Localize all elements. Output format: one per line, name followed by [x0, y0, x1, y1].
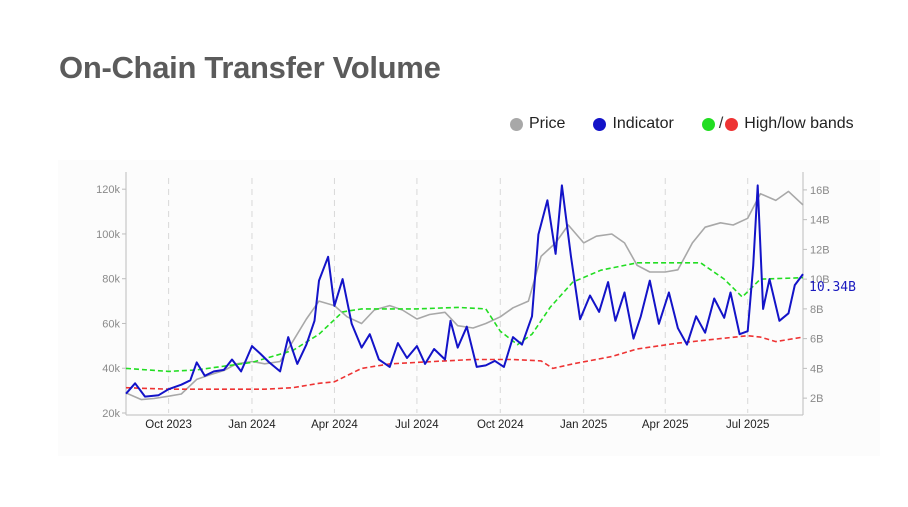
indicator-swatch-icon: [593, 117, 607, 131]
right-tick-label: 10B: [810, 274, 830, 286]
x-tick-label: Apr 2024: [311, 419, 358, 431]
low-band-series-line: [125, 334, 804, 390]
chart-panel: Oct 2023 Jan 2024 Apr 2024 Jul 2024 Oct 2024…: [58, 160, 880, 456]
x-tick-label: Apr 2025: [642, 419, 689, 431]
left-tick-label: 100k: [96, 229, 120, 241]
legend-separator: /: [718, 115, 724, 132]
indicator-series-line: [125, 184, 804, 398]
price-swatch-icon: [510, 117, 523, 131]
high-band-swatch-icon: [701, 117, 715, 131]
legend-label-bands: High/low bands: [744, 115, 854, 132]
x-tick-label: Jul 2024: [395, 419, 439, 431]
high-band-series-line: [125, 262, 804, 373]
left-tick-label: 80k: [102, 274, 120, 286]
legend-item-indicator[interactable]: Indicator: [593, 115, 674, 133]
chart-legend: Price Indicator / High/low bands: [510, 115, 854, 133]
right-tick-label: 14B: [810, 215, 830, 227]
x-tick-label: Jan 2024: [228, 419, 276, 431]
left-tick-label: 40k: [102, 363, 120, 375]
right-tick-label: 4B: [810, 363, 823, 375]
legend-label-price: Price: [529, 115, 566, 132]
left-tick-label: 120k: [96, 184, 120, 196]
left-tick-label: 20k: [102, 408, 120, 420]
low-band-swatch-icon: [725, 117, 739, 131]
legend-item-bands[interactable]: / High/low bands: [701, 115, 854, 133]
right-tick-label: 2B: [810, 393, 823, 405]
right-tick-label: 8B: [810, 304, 823, 316]
price-series-line: [125, 190, 804, 401]
right-tick-label: 6B: [810, 334, 823, 346]
x-tick-label: Oct 2024: [477, 419, 524, 431]
right-tick-label: 16B: [810, 185, 830, 197]
legend-label-indicator: Indicator: [612, 115, 674, 132]
x-tick-label: Oct 2023: [145, 419, 192, 431]
legend-item-price[interactable]: Price: [510, 115, 565, 133]
last-value-label: 10.34B: [809, 280, 856, 295]
x-tick-label: Jul 2025: [726, 419, 769, 431]
page-title: On-Chain Transfer Volume: [59, 50, 441, 85]
x-tick-label: Jan 2025: [560, 419, 607, 431]
right-tick-label: 12B: [810, 244, 830, 256]
left-tick-label: 60k: [102, 318, 120, 330]
chart-svg: Oct 2023 Jan 2024 Apr 2024 Jul 2024 Oct 2024…: [96, 172, 856, 431]
